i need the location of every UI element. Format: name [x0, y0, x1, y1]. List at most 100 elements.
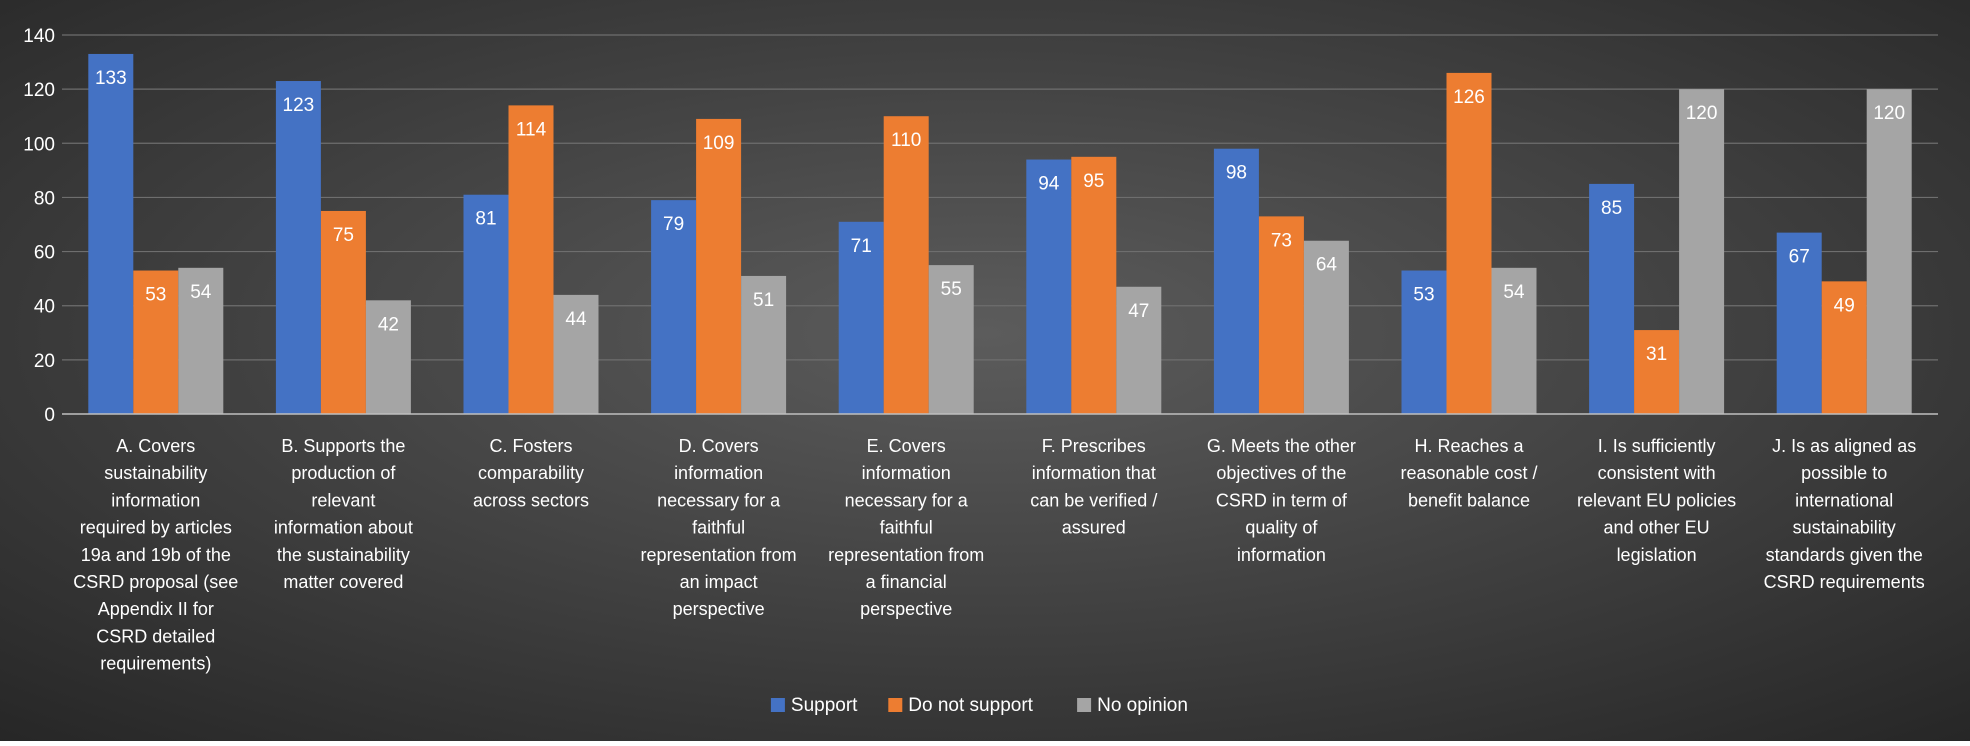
- y-tick-label: 40: [34, 297, 55, 318]
- bar-do-not-support: [1821, 281, 1867, 414]
- x-tick-label-line: necessary for a: [845, 490, 969, 510]
- x-tick-label-line: information that: [1032, 463, 1156, 483]
- y-tick-label: 120: [23, 80, 55, 101]
- legend-label: No opinion: [1097, 695, 1188, 716]
- x-tick-label-line: faithful: [692, 518, 745, 538]
- data-label: 120: [1873, 103, 1905, 124]
- y-tick-label: 100: [23, 134, 55, 155]
- x-tick-label-line: CSRD requirements: [1764, 572, 1925, 592]
- x-tick-label: D. Covers information necessary for a faith…: [641, 436, 797, 619]
- x-tick-label-line: assured: [1062, 518, 1126, 538]
- legend-swatch: [888, 698, 903, 712]
- data-label: 79: [663, 214, 684, 235]
- x-tick-label-line: relevant: [311, 490, 375, 510]
- bar-no-opinion: [1116, 286, 1162, 414]
- x-tick-label-line: 19a and 19b of the: [81, 545, 231, 565]
- x-tick-label-line: F. Prescribes: [1042, 436, 1146, 456]
- data-label: 133: [95, 68, 127, 89]
- bar-no-opinion: [365, 300, 411, 414]
- x-axis: A. Covers sustainability information requir…: [62, 413, 1938, 674]
- bar-support: [1589, 183, 1635, 414]
- data-label: 54: [190, 282, 212, 303]
- data-label: 126: [1453, 87, 1485, 108]
- bar-do-not-support: [1446, 72, 1492, 415]
- x-tick-label-line: possible to: [1801, 463, 1887, 483]
- bar-no-opinion: [741, 275, 787, 414]
- legend: Support Do not support No opinion: [770, 695, 1188, 716]
- x-tick-label-line: quality of: [1245, 518, 1318, 538]
- x-tick-label-line: C. Fosters: [489, 436, 572, 456]
- x-tick-label-line: international: [1795, 490, 1893, 510]
- data-label: 114: [516, 119, 547, 140]
- y-tick-label: 20: [34, 351, 55, 372]
- x-tick-label: A. Covers sustainability information requir…: [73, 436, 238, 674]
- data-label: 75: [333, 225, 354, 246]
- x-tick-label-line: J. Is as aligned as: [1772, 436, 1916, 456]
- bar-no-opinion: [1866, 89, 1912, 415]
- bar-do-not-support: [883, 116, 929, 414]
- x-tick-label-line: the sustainability: [277, 545, 410, 565]
- legend-label: Support: [791, 695, 858, 716]
- data-label: 73: [1271, 230, 1292, 251]
- bar-no-opinion: [553, 294, 599, 414]
- data-label: 120: [1686, 103, 1718, 124]
- x-tick-label-line: reasonable cost /: [1400, 463, 1537, 483]
- bar-do-not-support: [1634, 330, 1680, 414]
- x-tick-label-line: perspective: [860, 599, 952, 619]
- x-tick-label-line: across sectors: [473, 490, 589, 510]
- x-tick-label-line: relevant EU policies: [1577, 490, 1736, 510]
- bar-do-not-support: [508, 105, 554, 414]
- x-tick-label-line: requirements): [100, 654, 211, 674]
- legend-label: Do not support: [908, 695, 1033, 716]
- x-tick-label-line: CSRD detailed: [96, 626, 215, 646]
- y-tick-label: 140: [23, 26, 55, 47]
- x-tick-label-line: benefit balance: [1408, 490, 1530, 510]
- data-label: 110: [891, 130, 921, 151]
- legend-swatch: [770, 698, 785, 712]
- bar-do-not-support: [1071, 156, 1117, 415]
- x-tick-label-line: an impact: [680, 572, 758, 592]
- bar-support: [88, 53, 134, 414]
- x-tick-label-line: A. Covers: [116, 436, 195, 456]
- data-label: 64: [1316, 255, 1338, 276]
- x-tick-label-line: sustainability: [104, 463, 207, 483]
- data-label: 109: [703, 133, 735, 154]
- y-tick-label: 60: [34, 243, 55, 264]
- bar-support: [651, 200, 697, 414]
- x-tick-label: C. Fosters comparability across sectors: [473, 436, 589, 510]
- x-tick-label: J. Is as aligned as possible to internatio…: [1764, 436, 1925, 592]
- bar-support: [1026, 159, 1072, 414]
- data-label: 49: [1834, 295, 1855, 316]
- y-tick-label: 80: [34, 188, 55, 209]
- bar-support: [1401, 270, 1447, 414]
- data-labels: 133 53 54 123 75 42 81 114 44 79 109 51 71 110 55 94 95 4…: [95, 68, 1905, 365]
- x-tick-label-line: legislation: [1617, 545, 1697, 565]
- bar-no-opinion: [1679, 89, 1725, 415]
- x-tick-label-line: sustainability: [1793, 518, 1896, 538]
- x-tick-label-line: representation from: [828, 545, 984, 565]
- x-tick-label: F. Prescribes information that can be veri…: [1030, 436, 1157, 538]
- bar-support: [275, 81, 321, 415]
- data-label: 44: [565, 309, 587, 330]
- data-label: 31: [1646, 344, 1667, 365]
- y-axis: 0 20 40 60 80 100 120 140: [23, 26, 55, 426]
- data-label: 51: [753, 290, 774, 311]
- x-tick-label-line: information: [1237, 545, 1326, 565]
- bar-support: [463, 194, 509, 414]
- x-tick-label-line: consistent with: [1598, 463, 1716, 483]
- bar-no-opinion: [928, 265, 974, 414]
- x-tick-label: H. Reaches a reasonable cost / benefit bal…: [1400, 436, 1537, 510]
- x-tick-label: I. Is sufficiently consistent with relevan…: [1577, 436, 1736, 565]
- data-label: 53: [1413, 285, 1434, 306]
- x-tick-label-line: information: [111, 490, 200, 510]
- x-tick-label-line: and other EU: [1604, 518, 1710, 538]
- x-tick-label-line: comparability: [478, 463, 584, 483]
- data-label: 42: [378, 314, 399, 335]
- data-label: 71: [851, 236, 872, 257]
- x-tick-label-line: Appendix II for: [98, 599, 214, 619]
- x-tick-label-line: a financial: [866, 572, 947, 592]
- bar-support: [1213, 148, 1259, 414]
- x-tick-label-line: CSRD proposal (see: [73, 572, 238, 592]
- bar-no-opinion: [1303, 240, 1349, 414]
- data-label: 53: [145, 285, 166, 306]
